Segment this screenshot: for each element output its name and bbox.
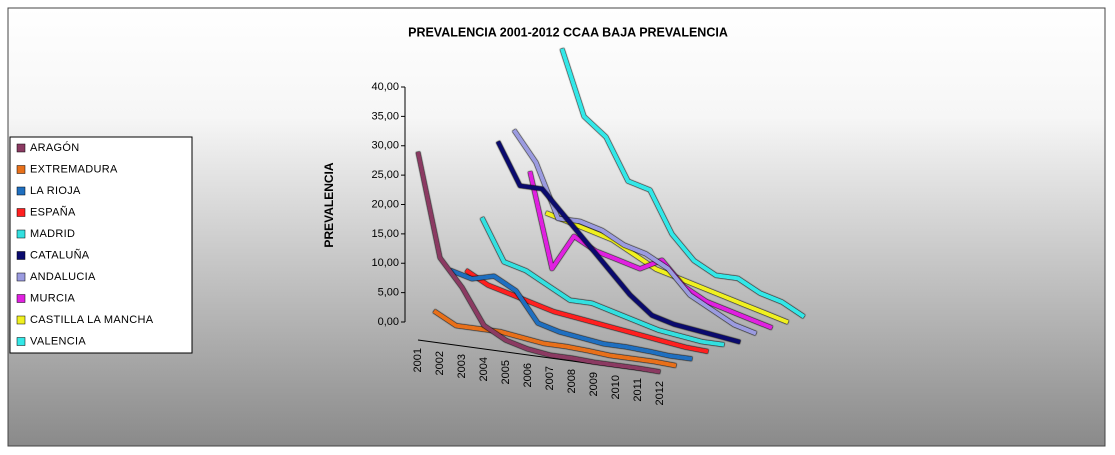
- legend-label: ANDALUCIA: [30, 271, 96, 283]
- legend-swatch: [16, 251, 26, 260]
- legend-label: ARAGÓN: [30, 141, 79, 154]
- legend-swatch: [16, 272, 26, 282]
- y-tick-label: 20,00: [371, 198, 399, 210]
- legend-label: EXTREMADURA: [30, 163, 118, 175]
- legend-swatch: [16, 186, 26, 196]
- x-tick-label: 2001: [412, 348, 424, 372]
- y-tick-label: 10,00: [371, 257, 399, 269]
- series-line: [416, 151, 661, 374]
- x-tick-label: 2002: [434, 351, 446, 375]
- x-tick-label: 2010: [610, 375, 622, 399]
- x-tick-label: 2004: [478, 357, 490, 381]
- series-line: [528, 171, 773, 330]
- series-line: [432, 309, 677, 368]
- series-line: [496, 140, 741, 345]
- y-tick-label: 0,00: [378, 316, 399, 328]
- x-tick-label: 2007: [544, 366, 556, 390]
- legend-swatch: [16, 294, 26, 303]
- legend-label: ESPAÑA: [30, 205, 76, 218]
- x-tick-label: 2008: [566, 369, 578, 393]
- chart-title: PREVALENCIA 2001-2012 CCAA BAJA PREVALEN…: [408, 25, 728, 39]
- x-tick-label: 2003: [456, 354, 468, 378]
- legend-label: MURCIA: [30, 292, 76, 304]
- plot: 0,00 5,00 10,00 15,00 20,00 25,00 30,00 35,00 40…: [371, 48, 806, 405]
- x-tick-label: 2009: [588, 372, 600, 396]
- legend-swatch: [16, 208, 26, 217]
- series-line: [480, 216, 725, 347]
- x-tick-label: 2006: [522, 363, 534, 387]
- series-line: [512, 128, 757, 336]
- x-tick-label: 2011: [632, 378, 644, 402]
- y-tick-label: 5,00: [378, 287, 399, 299]
- y-tick-label: 15,00: [371, 228, 399, 240]
- y-tick-label: 30,00: [371, 140, 399, 152]
- x-tick-label: 2012: [654, 381, 666, 405]
- legend-label: CASTILLA LA MANCHA: [30, 314, 154, 326]
- legend-swatch: [16, 315, 26, 325]
- legend-swatch: [16, 143, 26, 153]
- y-tick-label: 35,00: [371, 110, 399, 122]
- y-axis-label: PREVALENCIA: [322, 162, 336, 247]
- series-line: [449, 268, 693, 361]
- legend-swatch: [16, 165, 26, 174]
- series-line: [545, 211, 789, 325]
- legend-swatch: [16, 337, 26, 346]
- series-line: [464, 268, 709, 354]
- legend-swatch: [16, 229, 26, 239]
- x-tick-label: 2005: [500, 360, 512, 384]
- series-line: [560, 48, 806, 319]
- legend-label: MADRID: [30, 228, 75, 240]
- y-tick-label: 25,00: [371, 169, 399, 181]
- legend: [9, 136, 193, 354]
- y-tick-label: 40,00: [371, 81, 399, 93]
- legend-label: CATALUÑA: [30, 248, 90, 261]
- legend-label: LA RIOJA: [30, 185, 81, 197]
- legend-label: VALENCIA: [30, 335, 86, 347]
